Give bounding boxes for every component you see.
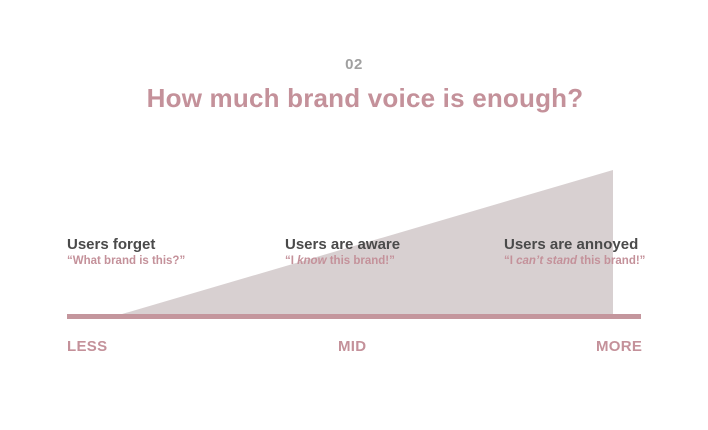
quote-text: this brand!” <box>326 255 395 267</box>
slide-title: How much brand voice is enough? <box>146 83 584 113</box>
state-quote: “I know this brand!” <box>285 254 400 269</box>
quote-text: “I <box>504 255 517 267</box>
axis-label-mid: MID <box>338 338 367 355</box>
state-users-annoyed: Users are annoyed “I can’t stand this br… <box>504 236 645 269</box>
state-heading: Users are annoyed <box>504 236 639 253</box>
state-heading: Users forget <box>67 236 156 253</box>
axis-label-more: MORE <box>596 338 643 355</box>
quote-emphasis: can’t stand <box>516 255 578 267</box>
state-users-forget: Users forget “What brand is this?” <box>67 236 185 269</box>
scale-axis-line <box>67 314 641 319</box>
axis-label-less: LESS <box>67 338 108 355</box>
state-quote: “I can’t stand this brand!” <box>504 254 645 269</box>
state-users-aware: Users are aware “I know this brand!” <box>285 236 400 269</box>
quote-emphasis: know <box>297 255 327 267</box>
quote-text: “I <box>285 255 298 267</box>
state-quote: “What brand is this?” <box>67 254 185 269</box>
quote-text: “What brand is this?” <box>67 255 186 267</box>
brand-voice-wedge <box>112 170 613 317</box>
quote-text: this brand!” <box>577 255 646 267</box>
state-heading: Users are aware <box>285 236 401 253</box>
slide-number: 02 <box>345 56 363 73</box>
